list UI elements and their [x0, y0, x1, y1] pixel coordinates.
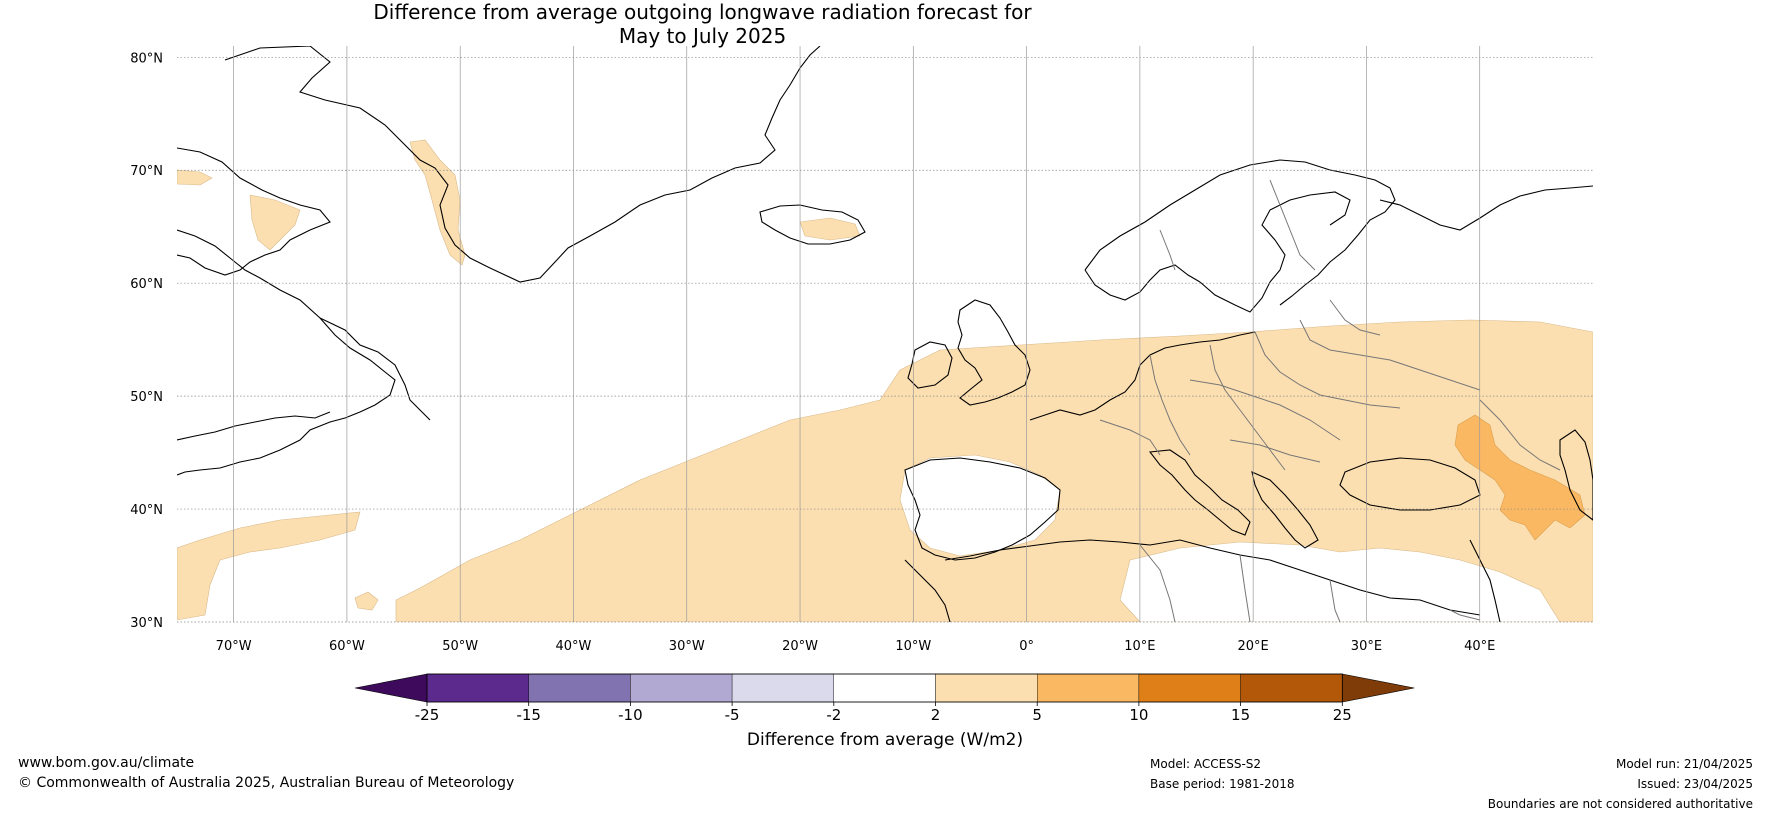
- colorbar-tick-label: -5: [725, 706, 740, 724]
- anomaly-gap-mediterranean: [1119, 541, 1561, 622]
- lat-tick-label: 30°N: [130, 616, 163, 631]
- anomaly-patch-baffin: [249, 194, 301, 251]
- colorbar-tick-label: -2: [826, 706, 841, 724]
- chart-title: Difference from average outgoing longwav…: [0, 0, 1405, 48]
- lat-tick-label: 40°N: [130, 503, 163, 518]
- anomaly-patch-greenland-east: [409, 139, 466, 266]
- lon-tick-label: 40°W: [556, 639, 592, 654]
- lat-tick-label: 60°N: [130, 277, 163, 292]
- lon-tick-label: 20°E: [1238, 639, 1269, 654]
- colorbar-tick-label: 10: [1129, 706, 1148, 724]
- longitude-labels: 70°W 60°W 50°W 40°W 30°W 20°W 10°W 0° 10°E 20°E 30…: [216, 639, 1496, 654]
- base-period: Base period: 1981-2018: [1150, 777, 1295, 791]
- colorbar-tick-label: -15: [516, 706, 541, 724]
- title-line-2: May to July 2025: [618, 24, 787, 48]
- lon-tick-label: 40°E: [1464, 639, 1495, 654]
- lon-tick-label: 30°W: [669, 639, 705, 654]
- latitude-labels: 80°N 70°N 60°N 50°N 40°N 30°N: [130, 51, 163, 631]
- colorbar-segment: [1240, 673, 1343, 703]
- boundaries-disclaimer: Boundaries are not considered authoritat…: [1487, 797, 1753, 811]
- lat-tick-label: 50°N: [130, 390, 163, 405]
- colorbar-segment: [935, 673, 1038, 703]
- lon-tick-label: 10°E: [1124, 639, 1155, 654]
- colorbar-segment: [528, 673, 631, 703]
- colorbar-tick-label: 5: [1032, 706, 1042, 724]
- colorbar-extend-high: [1342, 673, 1415, 703]
- lon-tick-label: 10°W: [895, 639, 931, 654]
- lon-tick-label: 50°W: [442, 639, 478, 654]
- anomaly-patch-arctic: [177, 169, 213, 186]
- colorbar-label: Difference from average (W/m2): [747, 730, 1023, 750]
- lon-tick-label: 30°E: [1351, 639, 1382, 654]
- copyright-text: © Commonwealth of Australia 2025, Austra…: [18, 775, 515, 791]
- colorbar-segment: [833, 673, 936, 703]
- title-line-1: Difference from average outgoing longwav…: [373, 0, 1032, 24]
- lon-tick-label: 60°W: [329, 639, 365, 654]
- coastlines: [177, 46, 1593, 622]
- colorbar-segment: [731, 673, 834, 703]
- lat-tick-label: 70°N: [130, 164, 163, 179]
- issued-date: Issued: 23/04/2025: [1637, 777, 1753, 791]
- colorbar-tick-label: 15: [1231, 706, 1250, 724]
- anomaly-patch-small: [354, 591, 379, 611]
- colorbar: -25 -15 -10 -5 -2 2 5 10 15 25: [354, 673, 1415, 724]
- colorbar-tick-label: 25: [1333, 706, 1352, 724]
- colorbar-segment: [1138, 673, 1241, 703]
- colorbar-segment: [1036, 673, 1140, 703]
- colorbar-tick-label: 2: [931, 706, 941, 724]
- lat-tick-label: 80°N: [130, 51, 163, 66]
- lon-tick-label: 20°W: [782, 639, 818, 654]
- anomaly-patch-iceland: [799, 217, 861, 241]
- colorbar-outline: [426, 673, 1343, 703]
- colorbar-segment: [426, 673, 529, 703]
- website-link[interactable]: www.bom.gov.au/climate: [18, 755, 195, 771]
- colorbar-tick-label: -25: [415, 706, 440, 724]
- map-area: [177, 46, 1593, 622]
- anomaly-patch-atlantic-west: [177, 511, 361, 621]
- colorbar-tick-label: -10: [618, 706, 643, 724]
- borders: [1099, 179, 1561, 622]
- model-run-date: Model run: 21/04/2025: [1615, 757, 1753, 771]
- model-name: Model: ACCESS-S2: [1150, 757, 1262, 771]
- lon-tick-label: 0°: [1019, 639, 1034, 654]
- colorbar-segment: [630, 673, 733, 703]
- colorbar-extend-low: [354, 673, 428, 703]
- gridlines: [177, 46, 1593, 623]
- lon-tick-label: 70°W: [216, 639, 252, 654]
